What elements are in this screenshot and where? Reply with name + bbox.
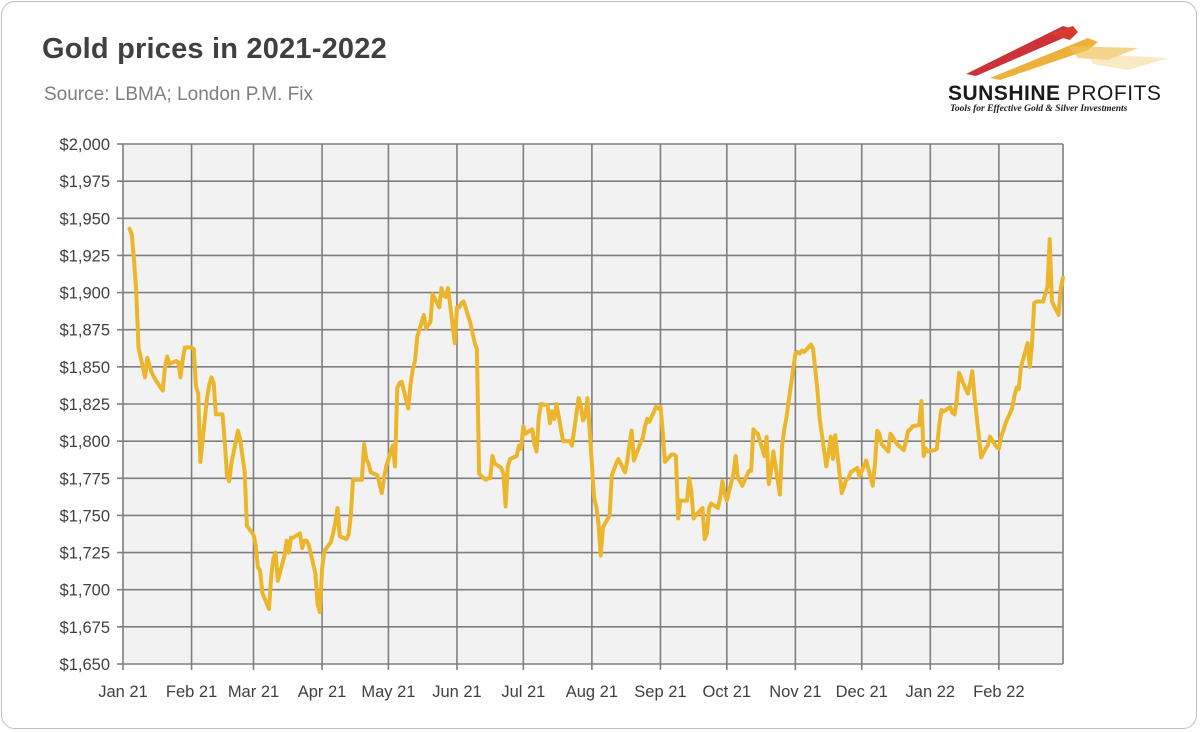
x-tick-label: May 21: [361, 683, 415, 701]
x-tick-label: Feb 22: [973, 683, 1024, 701]
series-layer: [127, 226, 1065, 614]
logo-tagline: Tools for Effective Gold & Silver Invest…: [950, 104, 1128, 114]
logo-wordmark: SUNSHINE PROFITS: [948, 82, 1161, 106]
y-tick-label: $1,675: [60, 619, 110, 637]
x-tick-label: Sep 21: [634, 683, 686, 701]
y-tick-label: $1,800: [60, 433, 110, 451]
y-tick-label: $1,925: [60, 247, 110, 265]
y-tick-label: $1,825: [60, 396, 110, 414]
x-tick-label: Dec 21: [836, 683, 888, 701]
x-tick-label: Aug 21: [566, 683, 618, 701]
x-tick-label: Jun 21: [432, 683, 482, 701]
y-tick-label: $2,000: [60, 136, 110, 154]
y-tick-label: $1,950: [60, 210, 110, 228]
x-tick-label: Nov 21: [769, 683, 821, 701]
y-tick-label: $1,900: [60, 285, 110, 303]
x-tick-label: Apr 21: [298, 683, 347, 701]
x-tick-label: Oct 21: [703, 683, 752, 701]
y-axis-tick-labels: $1,650 $1,675 $1,700 $1,725 $1,750 $1,775 $1,8…: [60, 136, 110, 674]
y-tick-label: $1,650: [60, 656, 110, 674]
y-tick-label: $1,775: [60, 470, 110, 488]
y-tick-label: $1,850: [60, 359, 110, 377]
x-tick-label: Mar 21: [228, 683, 279, 701]
gold-price-line: [127, 226, 1065, 614]
x-tick-label: Jul 21: [501, 683, 545, 701]
y-tick-label: $1,975: [60, 173, 110, 191]
x-tick-label: Jan 21: [98, 683, 148, 701]
y-tick-label: $1,875: [60, 322, 110, 340]
gridlines: [117, 143, 1064, 670]
x-tick-label: Jan 22: [906, 683, 956, 701]
x-axis-tick-labels: Jan 21 Feb 21 Mar 21 Apr 21 May 21 Jun 21 Jul …: [98, 683, 1024, 701]
sunshine-profits-logo-icon: [966, 26, 1168, 80]
chart-subtitle: Source: LBMA; London P.M. Fix: [44, 84, 313, 105]
logo-name-bold: SUNSHINE: [948, 82, 1061, 105]
y-tick-label: $1,750: [60, 507, 110, 525]
logo-name-light: PROFITS: [1066, 82, 1162, 105]
chart-title: Gold prices in 2021-2022: [42, 33, 387, 65]
y-tick-label: $1,700: [60, 582, 110, 600]
y-tick-label: $1,725: [60, 545, 110, 563]
x-tick-label: Feb 21: [166, 683, 217, 701]
